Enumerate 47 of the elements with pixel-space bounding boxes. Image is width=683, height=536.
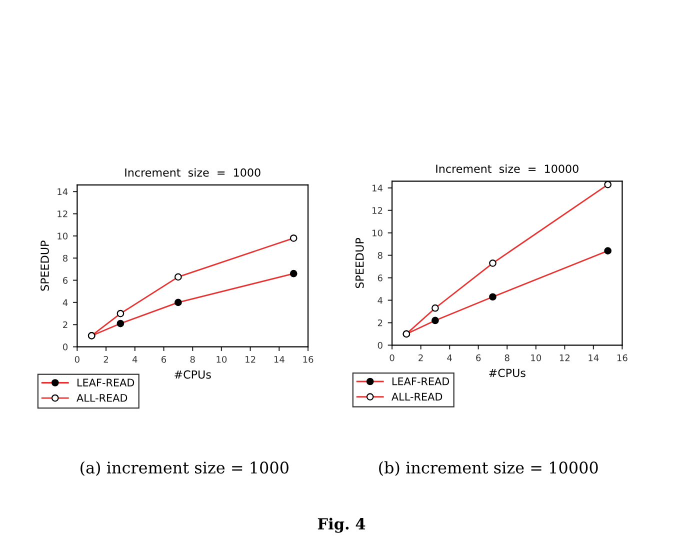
y-tick-label: 10 — [58, 232, 68, 240]
chart-title: Increment size = 10000 — [436, 164, 578, 173]
legend-label: ALL-READ — [76, 394, 128, 402]
x-tick-label: 10 — [216, 356, 227, 363]
y-tick-label: 10 — [372, 230, 382, 236]
text: (b) increment size = 10000 — [379, 461, 598, 476]
x-tick-label: 6 — [476, 354, 481, 362]
y-tick-label: 2 — [378, 319, 382, 326]
legend-label: LEAF-READ — [392, 378, 450, 386]
y-axis-title: SPEEDUP — [355, 238, 364, 288]
x-tick-label: 8 — [504, 354, 510, 362]
x-tick-label: 2 — [418, 354, 423, 362]
x-tick-label: 16 — [617, 354, 628, 362]
x-tick-label: 0 — [390, 354, 394, 362]
y-axis-title: SPEEDUP — [40, 240, 49, 291]
caption: Fig. 4 — [318, 518, 366, 533]
chart-title: Increment size = 1000 — [125, 168, 260, 177]
x-tick-label: 6 — [162, 356, 166, 363]
x-tick-label: 4 — [447, 354, 452, 362]
x-axis-title: #CPUs — [489, 368, 526, 378]
y-tick-label: 6 — [63, 277, 68, 284]
x-tick-label: 16 — [303, 356, 314, 363]
y-tick-label: 14 — [58, 188, 68, 195]
x-tick-label: 2 — [104, 356, 108, 363]
y-tick-label: 8 — [378, 252, 382, 259]
y-tick-label: 12 — [372, 207, 382, 214]
x-tick-label: 4 — [132, 356, 138, 363]
x-tick-label: 14 — [274, 356, 284, 363]
x-tick-label: 10 — [531, 354, 542, 362]
y-tick-label: 0 — [63, 344, 68, 350]
x-tick-label: 12 — [246, 356, 256, 363]
x-tick-label: 14 — [588, 354, 599, 362]
y-tick-label: 8 — [63, 254, 68, 262]
legend-label: LEAF-READ — [78, 378, 134, 386]
y-tick-label: 2 — [63, 321, 68, 328]
y-tick-label: 0 — [378, 342, 382, 349]
x-tick-label: 8 — [190, 356, 195, 363]
x-axis-title: #CPUs — [174, 370, 211, 379]
y-tick-label: 12 — [58, 210, 68, 218]
text: (a) increment size = 1000 — [80, 461, 288, 476]
y-tick-label: 4 — [378, 297, 383, 304]
y-tick-label: 14 — [372, 184, 383, 192]
y-tick-label: 6 — [378, 274, 382, 282]
x-tick-label: 0 — [74, 356, 80, 363]
x-tick-label: 12 — [560, 354, 570, 362]
legend-label: ALL-READ — [392, 392, 442, 400]
y-tick-label: 4 — [62, 299, 68, 306]
